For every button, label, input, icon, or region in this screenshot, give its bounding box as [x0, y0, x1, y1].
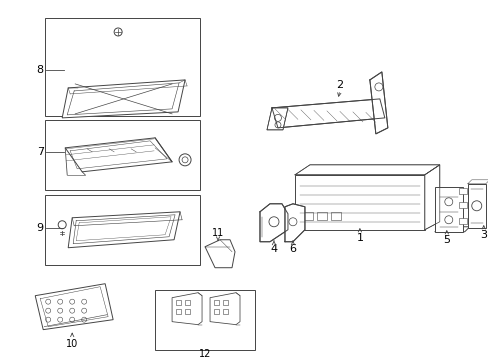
Polygon shape: [210, 293, 240, 325]
Polygon shape: [68, 212, 180, 248]
Bar: [214, 300, 219, 305]
Polygon shape: [260, 204, 287, 242]
Text: 12: 12: [199, 348, 211, 359]
Bar: [458, 202, 466, 208]
Text: 8: 8: [37, 65, 44, 75]
Polygon shape: [204, 240, 235, 268]
Text: 7: 7: [37, 147, 44, 157]
Circle shape: [179, 154, 191, 166]
Bar: [184, 309, 190, 314]
Polygon shape: [65, 138, 172, 172]
Circle shape: [114, 28, 122, 36]
Polygon shape: [35, 284, 113, 330]
Text: 3: 3: [479, 230, 486, 240]
Bar: [45, 18, 200, 116]
Polygon shape: [285, 204, 305, 242]
Polygon shape: [424, 165, 439, 230]
Circle shape: [374, 83, 382, 91]
Text: 5: 5: [443, 235, 449, 245]
Circle shape: [444, 216, 452, 224]
Text: 1: 1: [356, 233, 363, 243]
Bar: [223, 300, 227, 305]
Polygon shape: [266, 108, 287, 130]
Bar: [294, 175, 424, 230]
Bar: [214, 309, 219, 314]
Polygon shape: [172, 293, 202, 325]
Bar: [467, 184, 485, 228]
Circle shape: [274, 122, 281, 128]
Polygon shape: [369, 72, 387, 134]
Circle shape: [58, 221, 66, 229]
Bar: [223, 309, 227, 314]
Text: 11: 11: [211, 228, 224, 238]
Bar: [176, 300, 181, 305]
Bar: [330, 212, 340, 220]
Bar: [45, 120, 200, 190]
Polygon shape: [62, 80, 184, 118]
Circle shape: [268, 217, 278, 227]
Bar: [155, 290, 254, 350]
Text: 4: 4: [270, 244, 277, 254]
Bar: [303, 212, 312, 220]
Text: 9: 9: [37, 223, 44, 233]
Polygon shape: [294, 165, 439, 175]
Bar: [458, 188, 466, 194]
Text: 2: 2: [336, 80, 343, 90]
Text: 6: 6: [289, 244, 296, 254]
Circle shape: [182, 157, 188, 163]
Polygon shape: [271, 99, 384, 128]
Bar: [184, 300, 190, 305]
Bar: [458, 218, 466, 224]
Text: 10: 10: [66, 339, 78, 348]
Polygon shape: [434, 227, 469, 232]
Bar: [45, 195, 200, 265]
Circle shape: [288, 218, 296, 226]
Bar: [434, 187, 462, 232]
Circle shape: [471, 201, 481, 211]
Circle shape: [444, 198, 452, 206]
Circle shape: [274, 114, 281, 121]
Bar: [316, 212, 326, 220]
Bar: [176, 309, 181, 314]
